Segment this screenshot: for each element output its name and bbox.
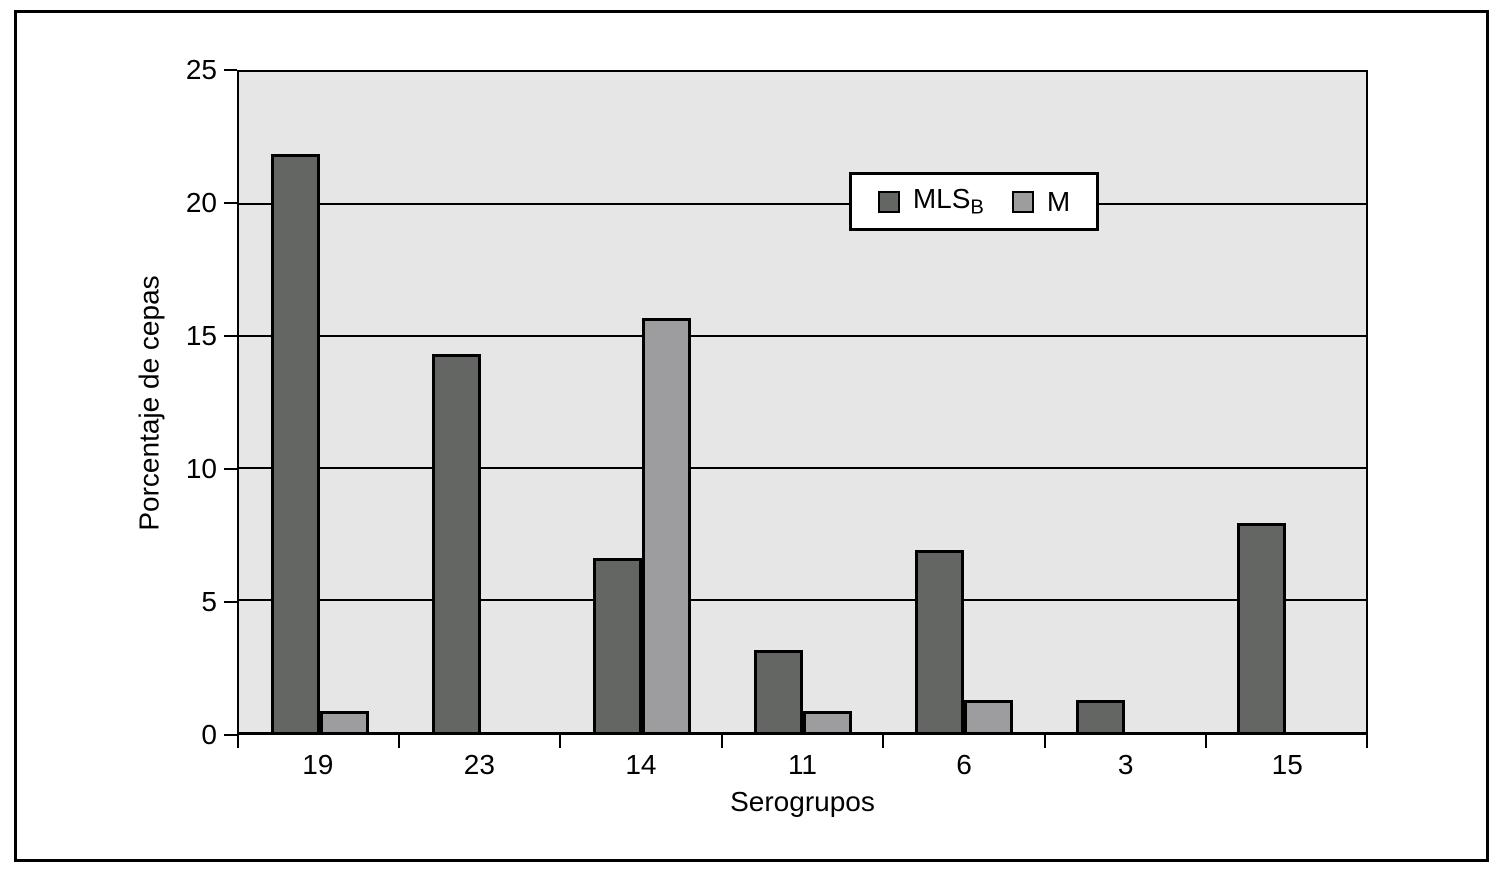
x-tick-label-15: 15 <box>1271 749 1303 780</box>
bar-m-11 <box>802 711 852 732</box>
x-tick-label-23: 23 <box>463 749 495 780</box>
legend-label-mlsb-text: MLS <box>912 183 971 215</box>
x-tick-mark-2 <box>559 735 562 748</box>
y-tick-label-15: 15 <box>185 320 217 351</box>
gridline-y-20 <box>239 203 1366 205</box>
bar-mlsb-14 <box>592 558 642 732</box>
x-tick-mark-7 <box>1366 735 1368 748</box>
x-tick-label-6: 6 <box>956 749 972 780</box>
legend-label-mlsb-subscript: B <box>970 196 984 219</box>
legend-swatch-m <box>1011 190 1034 213</box>
bar-m-14 <box>641 318 691 732</box>
gridline-y-5 <box>239 599 1366 601</box>
y-tick-mark-0 <box>224 734 237 736</box>
bar-mlsb-15 <box>1236 523 1286 732</box>
bar-mlsb-6 <box>914 550 964 732</box>
bar-m-19 <box>319 711 369 732</box>
x-tick-mark-0 <box>237 735 239 748</box>
gridline-y-10 <box>239 467 1366 469</box>
y-tick-mark-5 <box>224 601 237 603</box>
bar-mlsb-11 <box>753 650 803 732</box>
y-tick-mark-25 <box>224 69 237 71</box>
plot-area: MLSB M <box>237 70 1368 735</box>
gridline-y-15 <box>239 335 1366 337</box>
x-tick-mark-1 <box>397 735 400 748</box>
bar-mlsb-19 <box>270 154 320 732</box>
y-tick-mark-10 <box>224 468 237 470</box>
x-tick-mark-3 <box>720 735 723 748</box>
x-tick-mark-6 <box>1205 735 1208 748</box>
legend-label-mlsb: MLSB <box>913 183 984 220</box>
x-axis-title: Serogrupos <box>237 786 1368 818</box>
x-axis-title-text: Serogrupos <box>730 786 875 817</box>
x-tick-mark-4 <box>882 735 885 748</box>
y-tick-label-25: 25 <box>185 54 217 85</box>
x-tick-label-19: 19 <box>302 749 334 780</box>
bar-mlsb-3 <box>1075 700 1125 732</box>
y-tick-label-20: 20 <box>185 187 217 218</box>
x-tick-label-11: 11 <box>787 749 818 780</box>
legend-label-m: M <box>1046 185 1071 217</box>
x-tick-label-14: 14 <box>625 749 657 780</box>
legend-swatch-mlsb <box>877 190 900 213</box>
x-tick-mark-5 <box>1043 735 1046 748</box>
y-tick-mark-20 <box>224 202 237 204</box>
legend: MLSB M <box>849 172 1099 231</box>
bar-mlsb-23 <box>431 354 481 732</box>
y-axis-title-text: Porcentaje de cepas <box>134 274 165 531</box>
y-tick-label-5: 5 <box>201 586 217 617</box>
y-tick-label-10: 10 <box>185 453 217 484</box>
x-tick-label-3: 3 <box>1117 749 1134 780</box>
y-tick-mark-15 <box>224 335 237 337</box>
bar-m-6 <box>963 700 1013 732</box>
y-axis-title: Porcentaje de cepas <box>126 70 174 735</box>
y-tick-label-0: 0 <box>201 719 217 750</box>
